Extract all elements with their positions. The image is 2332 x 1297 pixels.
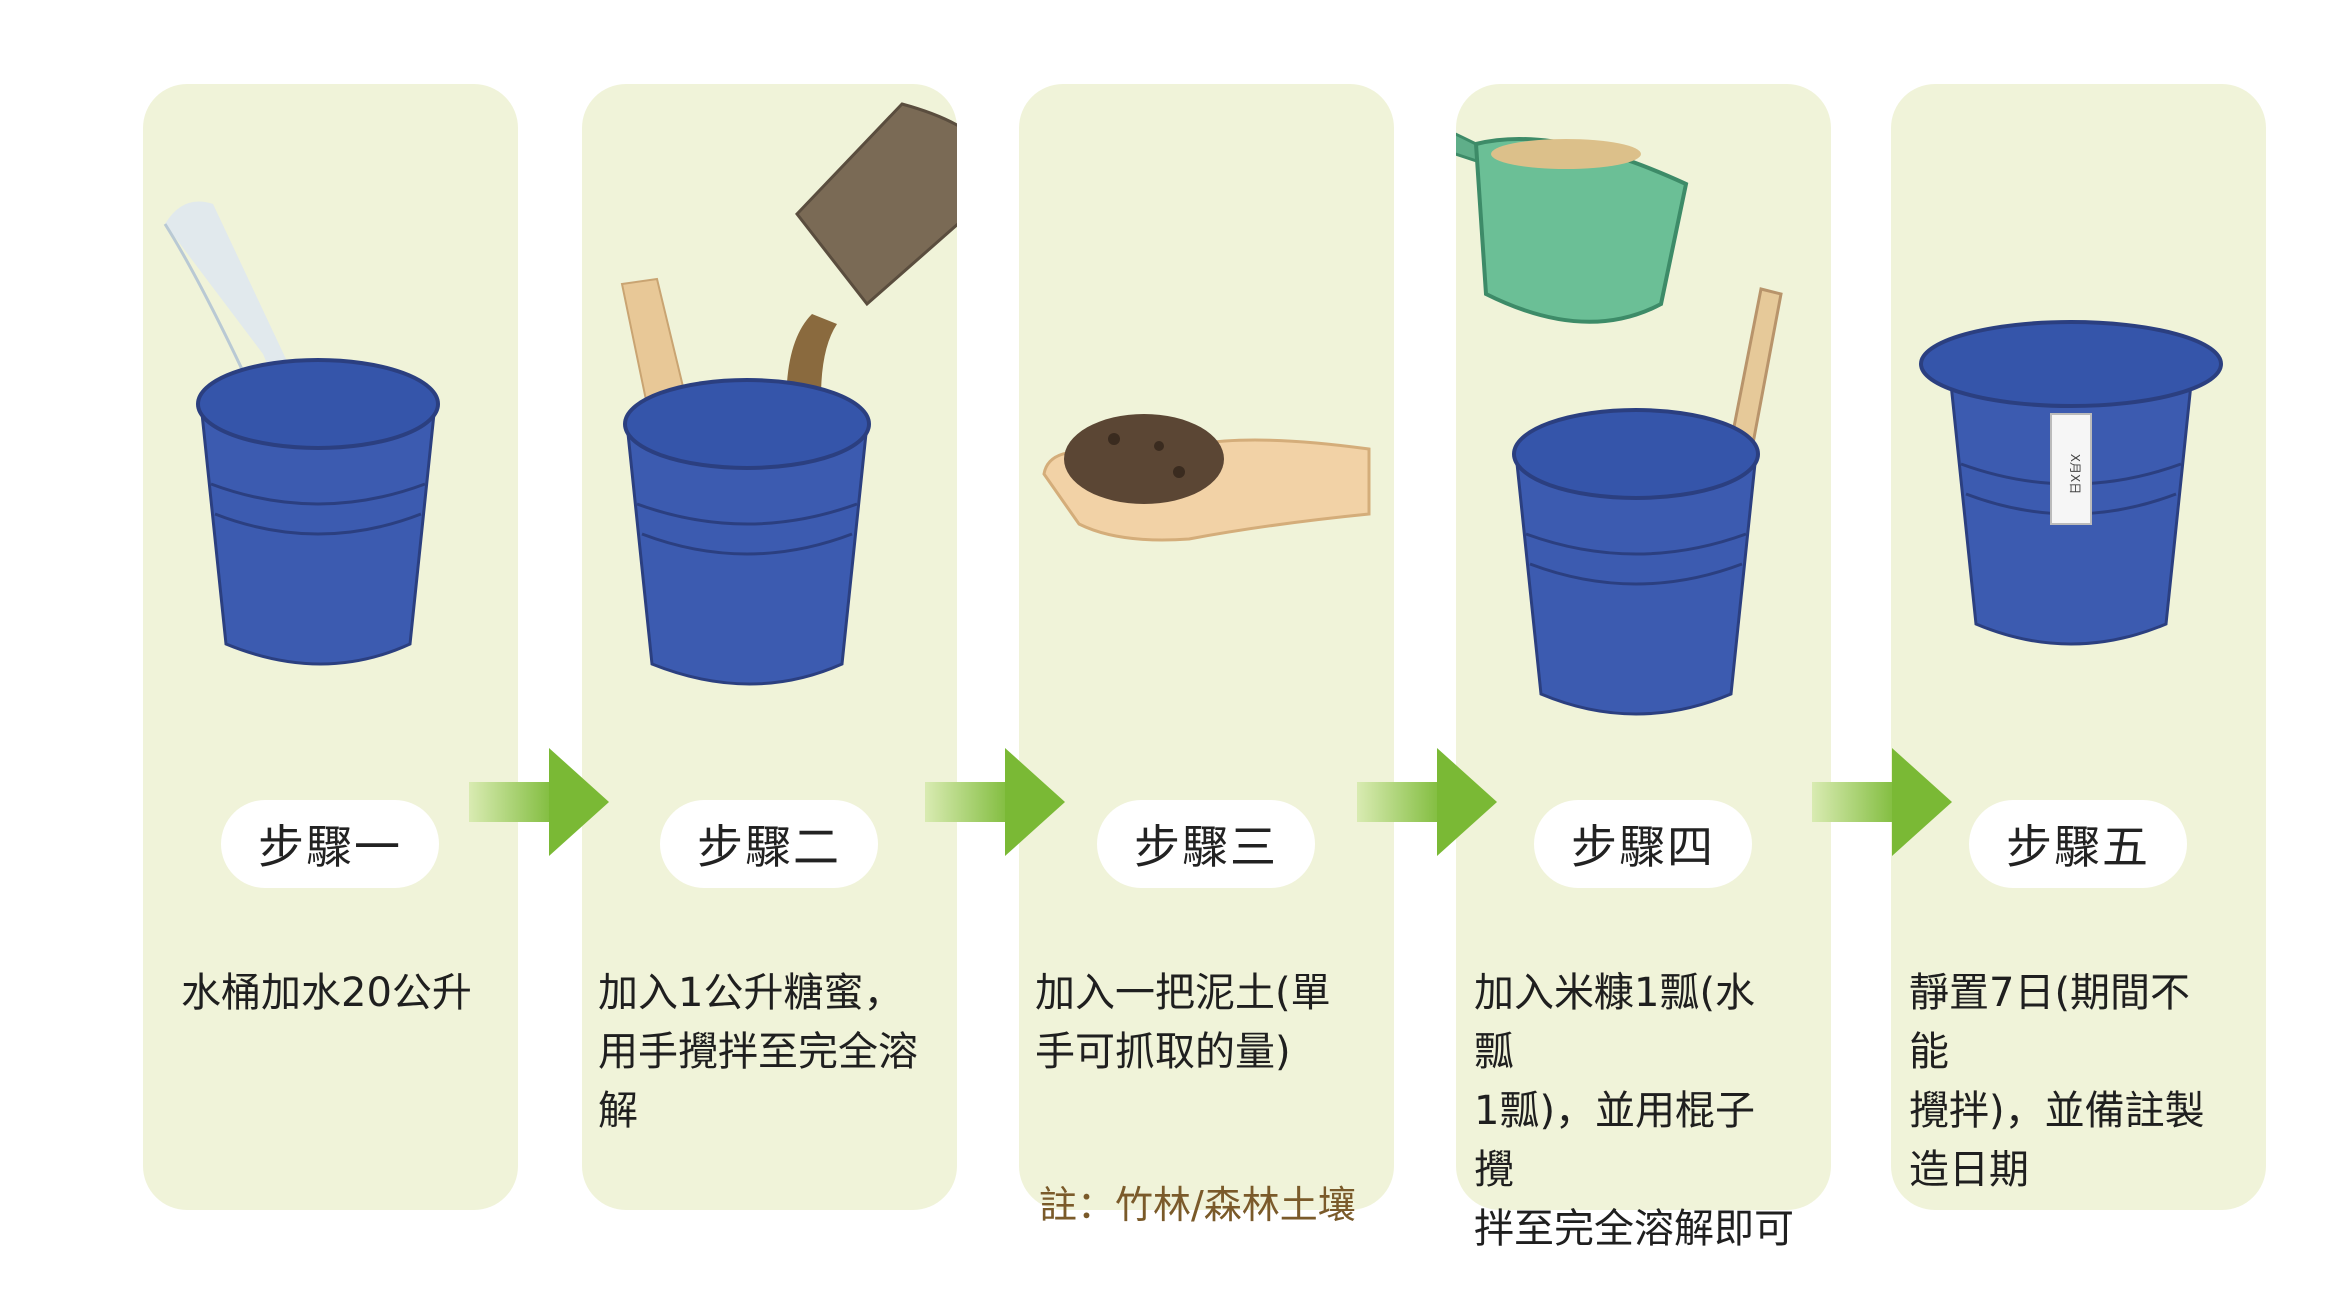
step-label: 步驟二 [660, 800, 878, 888]
date-tag-text: X月X日 [2068, 454, 2082, 494]
step-label: 步驟五 [1969, 800, 2187, 888]
step-description: 加入米糠1瓢(水瓢 1瓢)，並用棍子攪 拌至完全溶解即可 [1474, 970, 1794, 1252]
step-card-5: X月X日 步驟五 靜置7日(期間不能 攪拌)，並備註製 造日期 [1891, 84, 2266, 1210]
step-description: 加入一把泥土(單 手可抓取的量) [1035, 970, 1331, 1075]
step-card-3: 步驟三 加入一把泥土(單 手可抓取的量) 註：竹林/森林土壤 [1019, 84, 1394, 1227]
step-card-2: 步驟二 加入1公升糖蜜， 用手攪拌至完全溶 解 [582, 84, 957, 1210]
step-card-4: 步驟四 加入米糠1瓢(水瓢 1瓢)，並用棍子攪 拌至完全溶解即可 [1456, 84, 1831, 1252]
bucket-molasses-illustration [620, 102, 957, 686]
arrow-2-3 [925, 748, 1065, 856]
step-description: 水桶加水20公升 [181, 970, 472, 1016]
hand-soil-illustration [1042, 414, 1371, 542]
bucket-rice-bran-illustration [1456, 132, 1783, 716]
step-label: 步驟三 [1097, 800, 1315, 888]
bucket-water-illustration [163, 201, 440, 666]
step-card-1: 步驟一 水桶加水20公升 [143, 84, 518, 1210]
arrow-3-4 [1357, 748, 1497, 856]
step-label: 步驟四 [1534, 800, 1752, 888]
step-label: 步驟一 [221, 800, 439, 888]
arrow-1-2 [469, 748, 609, 856]
covered-bucket-illustration: X月X日 [1919, 320, 2223, 646]
arrow-4-5 [1812, 748, 1952, 856]
step-description: 靜置7日(期間不能 攪拌)，並備註製 造日期 [1909, 970, 2205, 1193]
step-description: 加入1公升糖蜜， 用手攪拌至完全溶 解 [598, 970, 918, 1134]
soil-note: 註：竹林/森林土壤 [1039, 1183, 1356, 1227]
